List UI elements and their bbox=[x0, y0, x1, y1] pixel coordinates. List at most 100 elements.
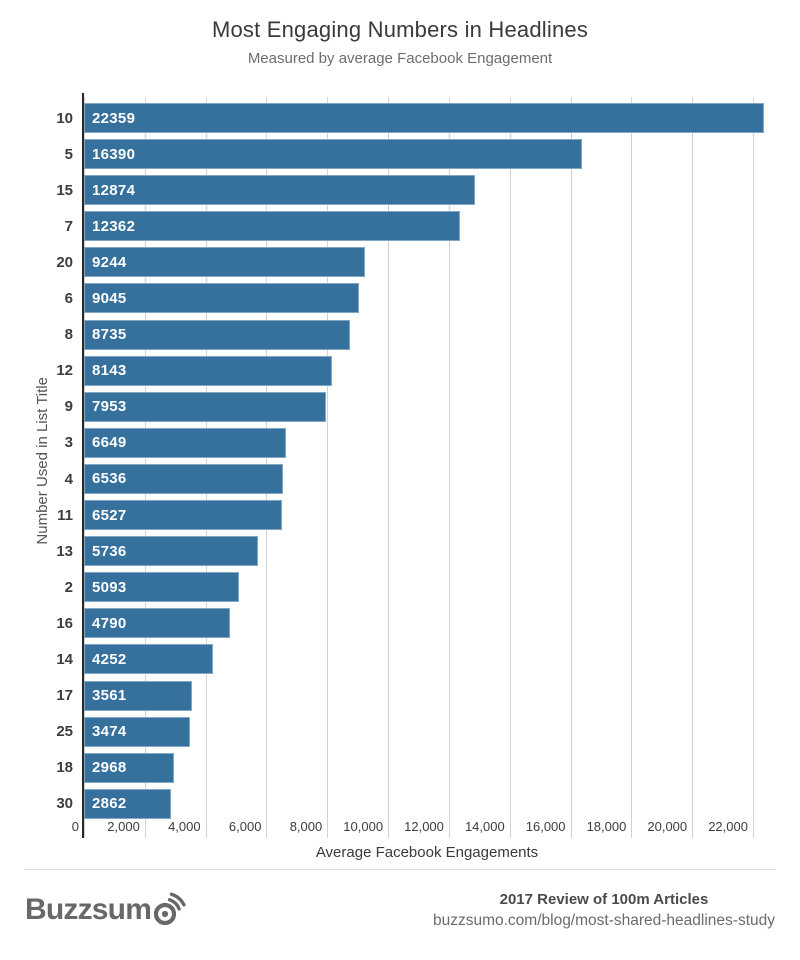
chart-row: 17 3561 bbox=[56, 678, 770, 714]
bar: 9244 bbox=[84, 247, 366, 278]
bar-chart-plot-area: 0 2,000 4,000 6,000 8,000 10,000 12,000 14,000 1… bbox=[56, 93, 770, 838]
category-label: 10 bbox=[56, 109, 73, 127]
category-label: 9 bbox=[64, 398, 73, 416]
footer: Buzzsum 2017 Review of 100m Articles buz… bbox=[25, 884, 775, 948]
gridline-x-10000 bbox=[388, 97, 390, 838]
chart-header: Most Engaging Numbers in Headlines Measu… bbox=[0, 0, 800, 67]
category-label: 20 bbox=[56, 253, 73, 271]
chart-subtitle: Measured by average Facebook Engagement bbox=[247, 50, 553, 67]
bar: 6649 bbox=[84, 427, 287, 458]
chart-title: Most Engaging Numbers in Headlines bbox=[211, 17, 589, 42]
x-tick-label: 22,000 bbox=[708, 819, 748, 834]
category-label: 13 bbox=[56, 542, 73, 560]
bar-value-label: 3561 bbox=[92, 687, 127, 705]
category-label: 8 bbox=[64, 326, 73, 344]
y-axis-title: Number Used in List Title bbox=[33, 377, 51, 545]
x-tick-label: 4,000 bbox=[168, 819, 201, 834]
bar-value-label: 16390 bbox=[92, 145, 136, 163]
category-label: 6 bbox=[64, 290, 73, 308]
bar-value-label: 6649 bbox=[92, 434, 127, 452]
chart-row: 15 12874 bbox=[56, 172, 770, 208]
chart-row: 20 9244 bbox=[56, 244, 770, 280]
x-tick-label: 16,000 bbox=[525, 819, 566, 834]
chart-row: 7 12362 bbox=[65, 208, 770, 244]
bar-value-label: 5736 bbox=[92, 542, 127, 560]
bar: 2862 bbox=[84, 788, 172, 819]
bar: 4252 bbox=[84, 644, 214, 675]
x-tick-label: 2,000 bbox=[107, 819, 140, 834]
bar-value-label: 7953 bbox=[92, 398, 127, 416]
x-tick-label: 14,000 bbox=[464, 819, 505, 834]
chart-row: 12 8143 bbox=[56, 353, 770, 389]
x-tick-label: 18,000 bbox=[586, 819, 627, 834]
bar-value-label: 9045 bbox=[92, 289, 127, 307]
chart-row: 30 2862 bbox=[56, 786, 770, 822]
chart-row: 4 6536 bbox=[65, 461, 770, 497]
bar: 8735 bbox=[84, 319, 350, 350]
bar: 16390 bbox=[84, 139, 583, 170]
category-label: 12 bbox=[56, 362, 73, 380]
bar-value-label: 6536 bbox=[92, 470, 127, 488]
bar: 3474 bbox=[84, 716, 190, 747]
category-label: 2 bbox=[64, 578, 73, 596]
gridline-x-16000 bbox=[570, 97, 572, 838]
x-tick-label: 8,000 bbox=[289, 819, 323, 834]
chart-row: 10 22359 bbox=[56, 100, 770, 136]
bar: 6536 bbox=[84, 463, 283, 494]
x-tick-label: 6,000 bbox=[228, 819, 262, 834]
chart-row: 6 9045 bbox=[65, 280, 770, 316]
bar: 9045 bbox=[84, 283, 360, 314]
bar-value-label: 8735 bbox=[92, 326, 127, 344]
bar: 5093 bbox=[84, 572, 239, 603]
bar-value-label: 4252 bbox=[92, 650, 127, 668]
chart-row: 3 6649 bbox=[65, 425, 770, 461]
bar-rows: 10 22359 5 16390 15 12874 7 12362 20 9244 6 9045 8 87… bbox=[56, 100, 770, 822]
gridline-x-14000 bbox=[509, 97, 511, 838]
chart-row: 5 16390 bbox=[65, 136, 770, 172]
x-tick-label: 0 bbox=[71, 819, 79, 834]
category-label: 3 bbox=[64, 434, 73, 452]
category-label: 15 bbox=[56, 181, 73, 199]
bar: 12362 bbox=[84, 211, 460, 242]
category-label: 25 bbox=[56, 723, 73, 741]
bar: 5736 bbox=[84, 536, 259, 567]
chart-row: 9 7953 bbox=[65, 389, 770, 425]
bar-value-label: 4790 bbox=[92, 614, 127, 632]
source-note-url: buzzsumo.com/blog/most-shared-headlines-… bbox=[432, 912, 775, 929]
source-note-title: 2017 Review of 100m Articles bbox=[499, 891, 709, 908]
chart-row: 11 6527 bbox=[57, 497, 770, 533]
bar: 3561 bbox=[84, 680, 193, 711]
bar-value-label: 22359 bbox=[92, 109, 136, 127]
bar-value-label: 5093 bbox=[92, 578, 127, 596]
bar: 8143 bbox=[84, 355, 332, 386]
category-label: 5 bbox=[64, 145, 73, 163]
buzzsumo-logo: Buzzsum bbox=[25, 892, 190, 926]
radar-target-icon bbox=[153, 892, 186, 926]
bar: 7953 bbox=[84, 391, 326, 422]
category-label: 30 bbox=[56, 795, 73, 813]
category-label: 14 bbox=[56, 651, 73, 669]
bar-value-label: 12362 bbox=[92, 217, 136, 235]
gridline-x-8000 bbox=[327, 97, 329, 838]
bar-value-label: 3474 bbox=[92, 723, 127, 741]
bar-value-label: 8143 bbox=[92, 362, 127, 380]
buzzsumo-logo-text: Buzzsum bbox=[25, 893, 152, 926]
bar-value-label: 12874 bbox=[92, 181, 136, 199]
category-label: 17 bbox=[56, 687, 73, 705]
chart-row: 14 4252 bbox=[56, 641, 770, 677]
x-tick-label: 20,000 bbox=[647, 819, 688, 834]
gridline-x-20000 bbox=[692, 97, 694, 838]
category-label: 7 bbox=[64, 217, 73, 235]
chart-row: 25 3474 bbox=[56, 714, 770, 750]
chart-row: 18 2968 bbox=[56, 750, 770, 786]
gridline-x-12000 bbox=[448, 97, 450, 838]
bar-value-label: 9244 bbox=[92, 253, 127, 271]
bar: 22359 bbox=[84, 103, 764, 133]
source-note: 2017 Review of 100m Articles buzzsumo.co… bbox=[433, 891, 775, 931]
x-axis-title: Average Facebook Engagements bbox=[315, 844, 539, 861]
y-axis-line bbox=[81, 93, 84, 838]
bar: 6527 bbox=[84, 500, 283, 531]
chart-row: 13 5736 bbox=[56, 533, 770, 569]
category-label: 4 bbox=[64, 470, 73, 488]
